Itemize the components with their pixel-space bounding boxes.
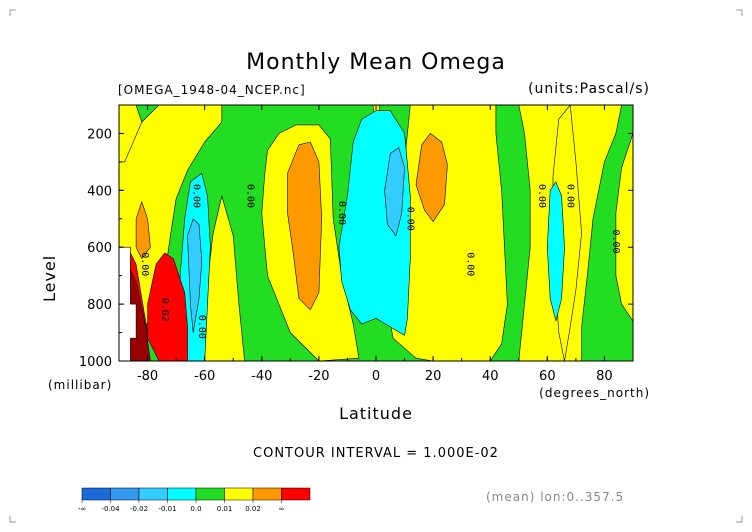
contour-fill-regions [119, 105, 633, 361]
contour-region-white [119, 246, 137, 361]
x-axis-unit: (degrees_north) [539, 386, 650, 400]
file-label: [OMEGA_1948-04_NCEP.nc] [118, 83, 306, 97]
contour-label: 0.00 [564, 184, 575, 208]
legend-label: 0.01 [217, 505, 233, 513]
legend-swatch [224, 487, 254, 501]
contour-label: 0.00 [610, 229, 621, 253]
units-label: (units:Pascal/s) [528, 81, 650, 97]
contour-region-yellow [119, 105, 143, 163]
mean-note: (mean) lon:0..357.5 [486, 490, 625, 504]
legend-label: -∞ [78, 505, 86, 513]
legend-swatch [110, 487, 140, 501]
legend-swatch [281, 487, 311, 501]
contour-label: 0.00 [245, 184, 256, 208]
legend-label: 0.0 [190, 505, 201, 513]
x-tick-label: 0 [372, 369, 380, 384]
contour-label: 0.00 [536, 184, 547, 208]
legend-label: 0.02 [245, 505, 261, 513]
legend-swatch [81, 487, 111, 501]
contour-label: 0.02 [159, 298, 170, 322]
legend-label: -0.01 [158, 505, 176, 513]
legend-swatch [138, 487, 168, 501]
contour-label: 0.00 [196, 315, 207, 339]
contour-region-light-blue [384, 147, 405, 237]
page-corner-marks [9, 9, 743, 523]
y-axis-unit: (millibar) [48, 378, 113, 392]
legend-swatch [167, 487, 197, 501]
x-tick-label: -40 [251, 369, 272, 384]
contour-label: 0.00 [336, 201, 347, 225]
page-title: Monthly Mean Omega [246, 50, 506, 75]
contour-region-red [147, 252, 188, 361]
axes: -80 -60 -40 -20 0 20 40 60 80 200 400 600 800 1000 [79, 104, 634, 384]
contour-region-orange [415, 133, 448, 222]
x-tick-label: 40 [482, 369, 499, 384]
contour-region-light-blue [187, 218, 203, 333]
legend-label: -0.04 [101, 505, 120, 513]
contour-interval-label: CONTOUR INTERVAL = 1.000E-02 [253, 446, 499, 461]
legend-label: -0.02 [130, 505, 148, 513]
legend-swatch [195, 487, 225, 501]
color-legend: -∞ -0.04 -0.02 -0.01 0.0 0.01 0.02 ∞ [78, 487, 311, 513]
contour-label: 0.00 [139, 252, 150, 276]
contour-label: 0.00 [464, 252, 475, 276]
y-tick-label: 800 [87, 298, 112, 313]
y-tick-label: 200 [87, 127, 112, 142]
contour-labels: 0.00 0.00 0.00 0.00 0.02 0.00 0.00 0.00 0.00 0.00… [139, 184, 621, 339]
y-tick-label: 400 [87, 184, 112, 199]
contour-region-cyan [546, 181, 565, 322]
x-tick-label: 60 [539, 369, 556, 384]
contour-label: 0.00 [404, 207, 415, 231]
x-tick-label: -60 [194, 369, 215, 384]
contour-label: 0.00 [190, 184, 201, 208]
y-tick-label: 1000 [79, 355, 112, 370]
x-tick-label: 20 [425, 369, 442, 384]
x-tick-label: -80 [137, 369, 158, 384]
x-axis-title: Latitude [339, 404, 413, 423]
legend-label: ∞ [279, 505, 285, 513]
legend-swatch [252, 487, 282, 501]
contour-region-orange [287, 141, 323, 311]
y-tick-label: 600 [87, 241, 112, 256]
x-tick-label: -20 [308, 369, 329, 384]
x-tick-label: 80 [596, 369, 613, 384]
contour-region-orange [135, 201, 151, 259]
